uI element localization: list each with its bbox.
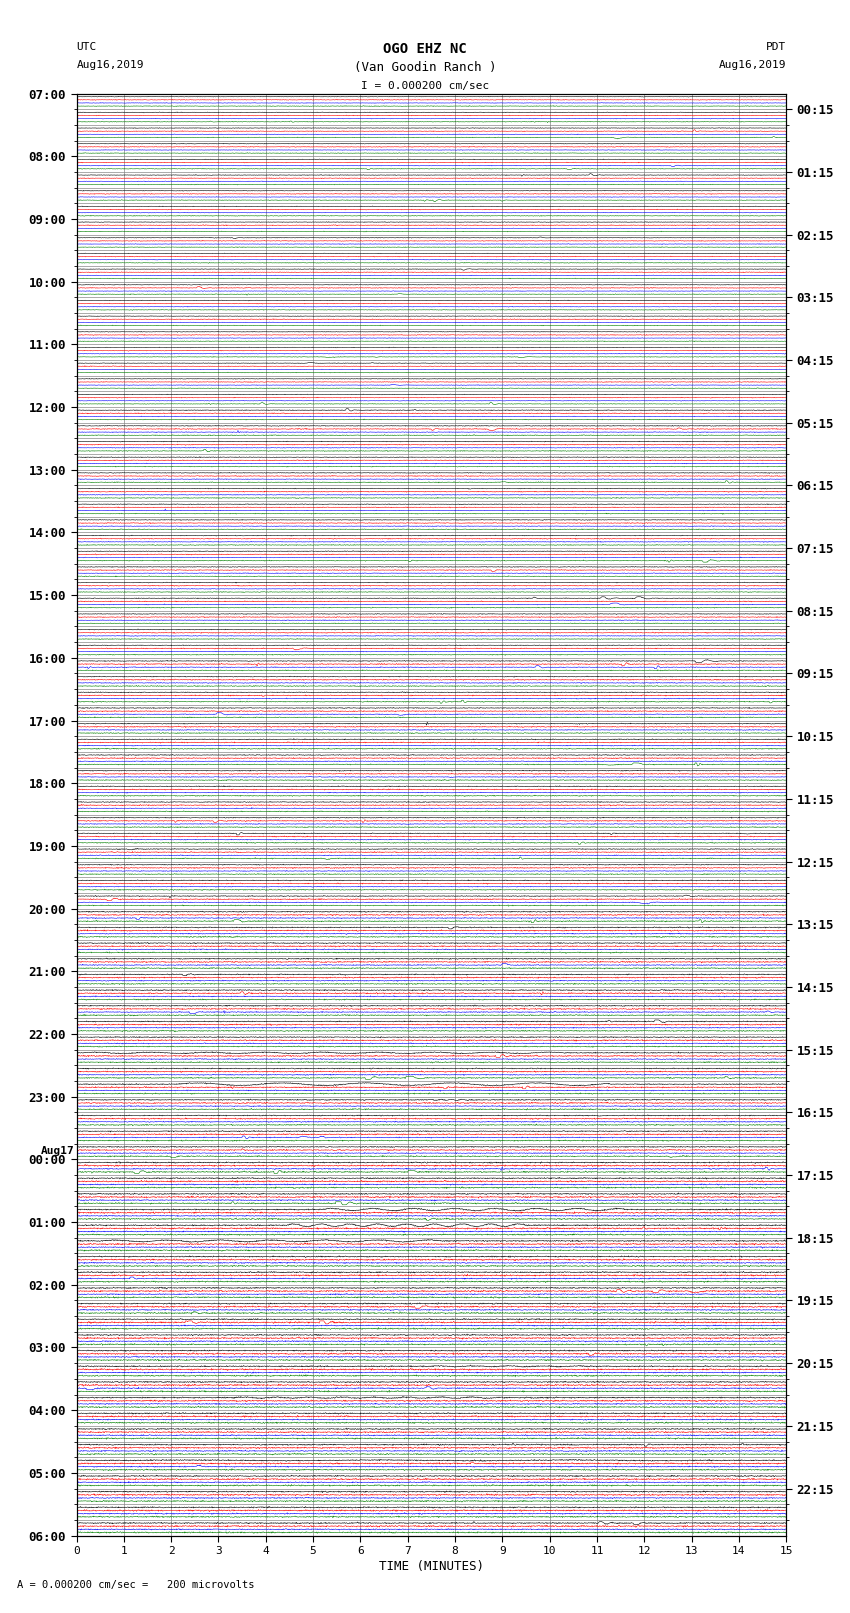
Text: OGO EHZ NC: OGO EHZ NC	[383, 42, 467, 56]
Text: I = 0.000200 cm/sec: I = 0.000200 cm/sec	[361, 81, 489, 90]
Text: A = 0.000200 cm/sec =   200 microvolts: A = 0.000200 cm/sec = 200 microvolts	[17, 1581, 254, 1590]
Text: PDT: PDT	[766, 42, 786, 52]
Text: Aug16,2019: Aug16,2019	[76, 60, 144, 69]
Text: UTC: UTC	[76, 42, 97, 52]
X-axis label: TIME (MINUTES): TIME (MINUTES)	[379, 1560, 484, 1573]
Text: Aug16,2019: Aug16,2019	[719, 60, 786, 69]
Text: Aug17: Aug17	[41, 1147, 75, 1157]
Text: (Van Goodin Ranch ): (Van Goodin Ranch )	[354, 61, 496, 74]
